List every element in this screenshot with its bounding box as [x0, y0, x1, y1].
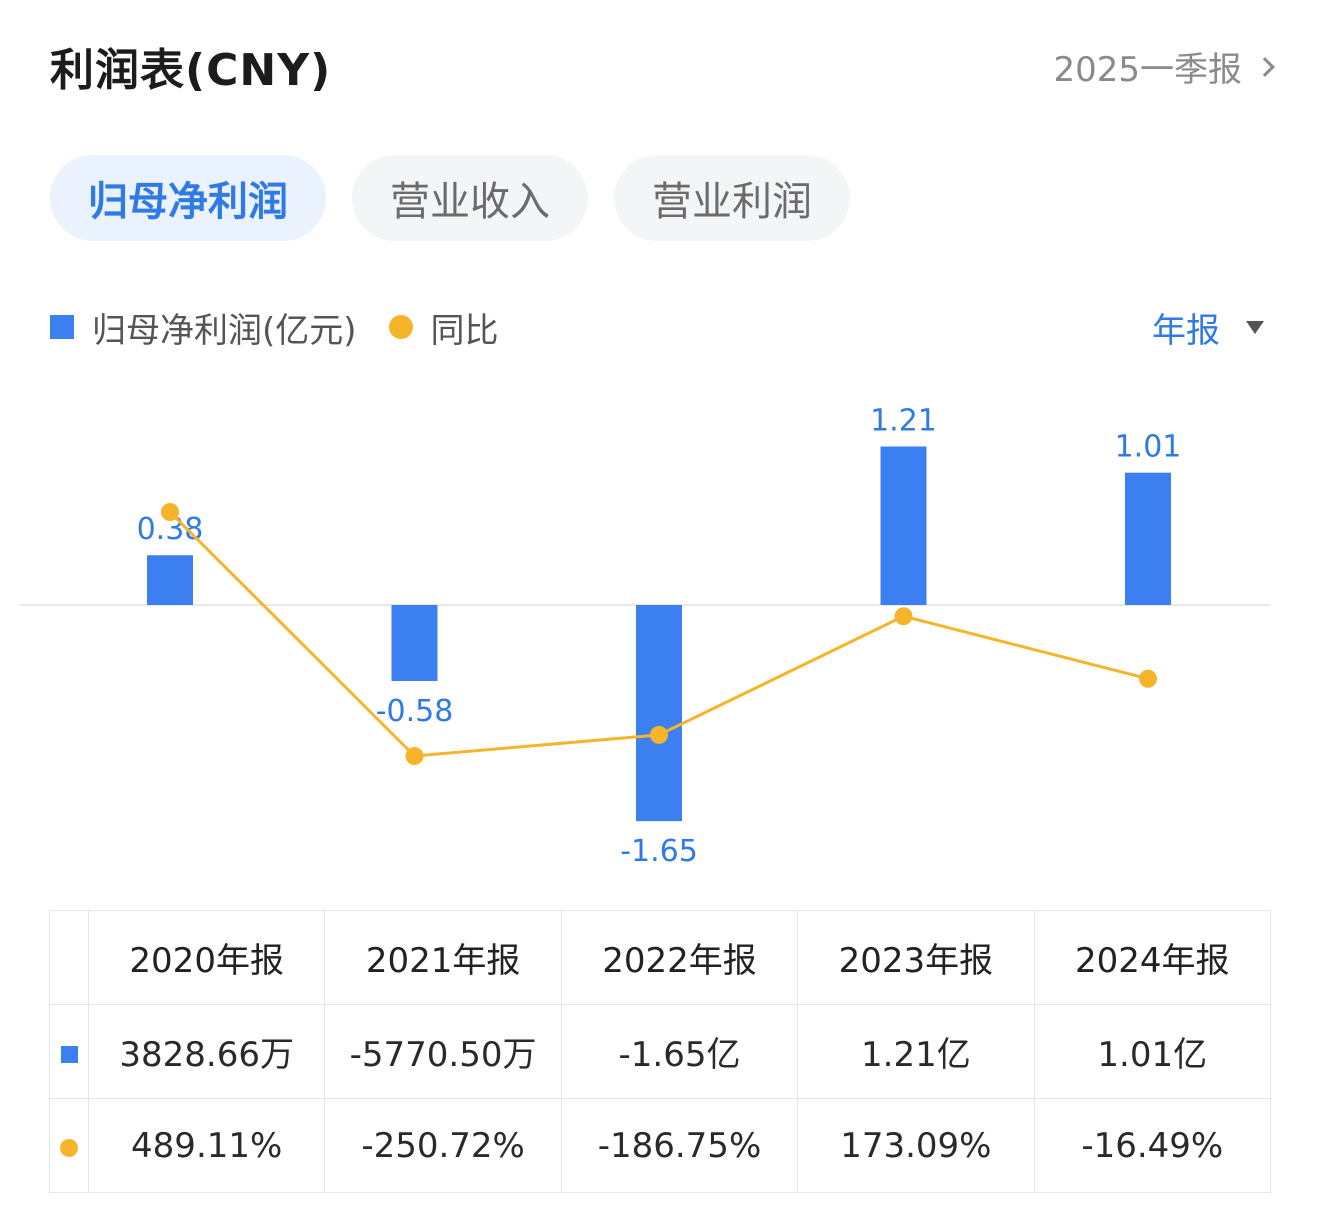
report-type-label: 年报 — [1152, 310, 1220, 351]
yoy-point-2022年报 — [650, 725, 668, 744]
report-type-dropdown[interactable]: 年报 — [1152, 305, 1264, 351]
caret-down-icon — [1246, 320, 1264, 334]
table-corner-cell — [49, 910, 89, 1005]
yoy-point-2024年报 — [1139, 669, 1157, 688]
metric-tabs: 归母净利润 营业收入 营业利润 — [50, 155, 850, 241]
period-selector[interactable]: 2025一季报 — [1053, 42, 1275, 91]
row-marker-cell — [49, 1004, 89, 1099]
bar-2020年报 — [147, 555, 193, 605]
bar-value-label: 1.21 — [870, 403, 937, 438]
header: 利润表(CNY) 2025一季报 — [50, 30, 1275, 100]
chevron-right-icon — [1255, 56, 1275, 77]
tab-operating-profit[interactable]: 营业利润 — [614, 155, 850, 241]
table-cell: -5770.50万 — [324, 1004, 562, 1099]
table-cell: -186.75% — [560, 1098, 799, 1193]
table-header-cell: 2023年报 — [797, 910, 1035, 1005]
tab-net-profit[interactable]: 归母净利润 — [50, 155, 326, 241]
period-label: 2025一季报 — [1053, 50, 1242, 90]
table-header-cell: 2021年报 — [324, 910, 562, 1005]
table-header-row: 2020年报 2021年报 2022年报 2023年报 2024年报 — [49, 910, 1272, 1005]
table-cell: 489.11% — [87, 1098, 326, 1193]
table-header-cell: 2022年报 — [560, 910, 799, 1005]
bar-2023年报 — [880, 446, 927, 605]
bar-square-icon — [60, 1045, 78, 1063]
table-cell: -250.72% — [324, 1098, 562, 1193]
table-cell: -16.49% — [1033, 1098, 1272, 1193]
table-cell: -1.65亿 — [560, 1004, 799, 1099]
bar-value-label: -0.58 — [376, 694, 454, 729]
row-marker-cell — [49, 1098, 89, 1193]
legend-line-label: 同比 — [430, 310, 499, 351]
bar-2024年报 — [1125, 472, 1171, 605]
table-header-cell: 2020年报 — [87, 910, 326, 1005]
table-row-profit: 3828.66万 -5770.50万 -1.65亿 1.21亿 1.01亿 — [49, 1004, 1272, 1099]
chart-legend: 归母净利润(亿元) 同比 — [50, 305, 499, 351]
line-dot-icon — [60, 1138, 78, 1157]
legend-line-swatch — [388, 315, 413, 339]
page-title: 利润表(CNY) — [50, 45, 332, 96]
profit-chart: 0.38-0.58-1.651.211.01 — [20, 403, 1270, 869]
table-row-yoy: 489.11% -250.72% -186.75% 173.09% -16.49… — [49, 1098, 1272, 1193]
table-cell: 1.01亿 — [1033, 1004, 1272, 1099]
table-header-cell: 2024年报 — [1033, 910, 1272, 1005]
table-cell: 1.21亿 — [797, 1004, 1035, 1099]
yoy-point-2020年报 — [161, 503, 179, 521]
yoy-point-2023年报 — [894, 607, 913, 626]
legend-bar-label: 归母净利润(亿元) — [92, 310, 357, 351]
bar-value-label: -1.65 — [620, 834, 698, 869]
bar-2021年报 — [391, 605, 438, 681]
tab-revenue[interactable]: 营业收入 — [352, 155, 588, 241]
table-cell: 3828.66万 — [87, 1004, 326, 1099]
yoy-point-2021年报 — [405, 747, 424, 765]
legend-bar-swatch — [50, 315, 74, 339]
table-cell: 173.09% — [797, 1098, 1035, 1193]
bar-value-label: 1.01 — [1115, 430, 1182, 465]
bar-2022年报 — [636, 605, 682, 822]
data-table: 2020年报 2021年报 2022年报 2023年报 2024年报 3828.… — [49, 910, 1272, 1193]
